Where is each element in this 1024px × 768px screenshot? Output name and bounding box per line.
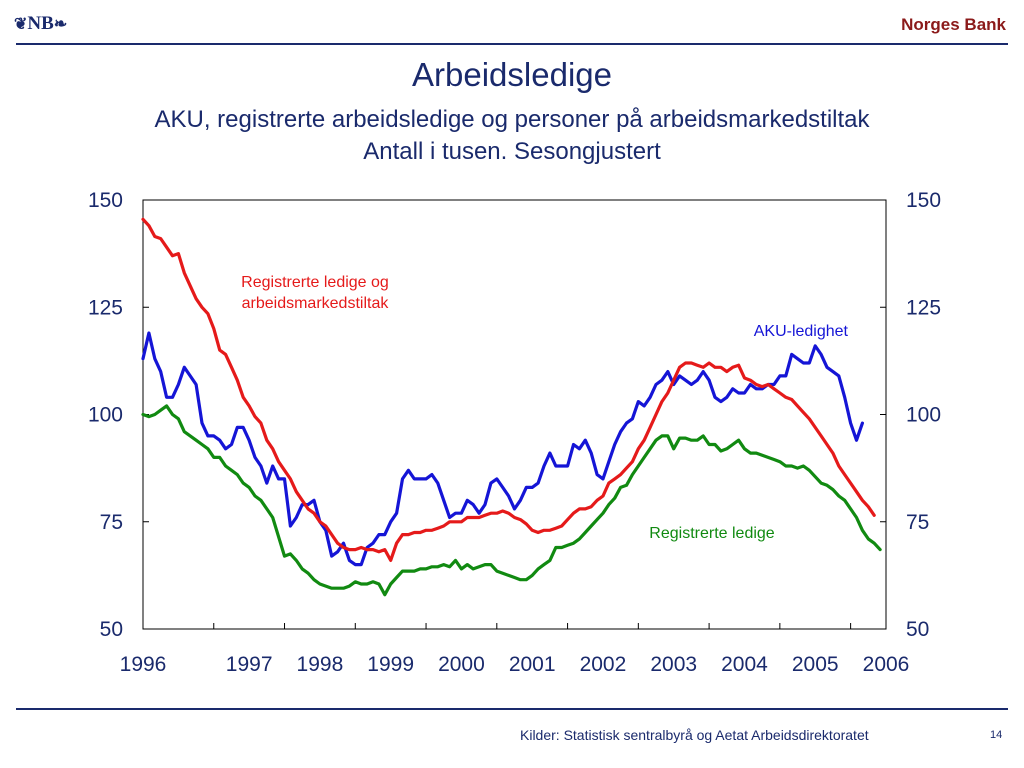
- y-tick-label-right: 100: [906, 404, 941, 427]
- subtitle-line-2: Antall i tusen. Sesongjustert: [363, 138, 661, 165]
- x-tick-label: 2004: [721, 653, 768, 676]
- series-label-2: Registrerte ledige: [649, 525, 775, 542]
- slide-title: Arbeidsledige: [412, 56, 612, 93]
- series-label-0: AKU-ledighet: [754, 323, 849, 340]
- norges-bank-logo: ❦NB❧: [14, 13, 67, 35]
- source-note: Kilder: Statistisk sentralbyrå og Aetat …: [520, 727, 869, 743]
- x-tick-label: 2000: [438, 653, 485, 676]
- y-tick-label-right: 125: [906, 296, 941, 319]
- series-label-1: Registrerte ledige og: [241, 274, 389, 291]
- y-tick-label-right: 75: [906, 511, 929, 534]
- x-tick-label: 1998: [297, 653, 344, 676]
- footer-divider: [16, 708, 1008, 710]
- slide-subtitle: AKU, registrerte arbeidsledige og person…: [0, 104, 1024, 168]
- x-tick-label: 1996: [120, 653, 167, 676]
- x-tick-label: 2001: [509, 653, 556, 676]
- series-label-1: arbeidsmarkedstiltak: [242, 295, 390, 312]
- x-tick-label: 2006: [863, 653, 910, 676]
- x-tick-label: 2005: [792, 653, 839, 676]
- x-tick-label: 1997: [226, 653, 273, 676]
- series-line-2: [141, 404, 882, 597]
- y-tick-label-left: 50: [100, 618, 123, 641]
- series-line-0: [141, 331, 865, 567]
- logo-ornament-right-icon: ❧: [53, 16, 68, 33]
- logo-ornament-left-icon: ❦: [14, 16, 28, 33]
- logo-text: NB: [27, 13, 54, 34]
- series-line-1: [141, 217, 876, 563]
- y-tick-label-right: 150: [906, 189, 941, 212]
- subtitle-line-1: AKU, registrerte arbeidsledige og person…: [154, 106, 870, 133]
- x-tick-label: 2003: [650, 653, 697, 676]
- y-tick-label-left: 125: [88, 296, 123, 319]
- page-number: 14: [990, 729, 1003, 741]
- y-tick-label-right: 50: [906, 618, 929, 641]
- y-tick-label-left: 75: [100, 511, 123, 534]
- y-tick-label-left: 150: [88, 189, 123, 212]
- header-divider: [16, 43, 1008, 45]
- x-tick-label: 2002: [580, 653, 627, 676]
- y-tick-label-left: 100: [88, 404, 123, 427]
- brand-name: Norges Bank: [901, 15, 1006, 34]
- x-tick-label: 1999: [367, 653, 414, 676]
